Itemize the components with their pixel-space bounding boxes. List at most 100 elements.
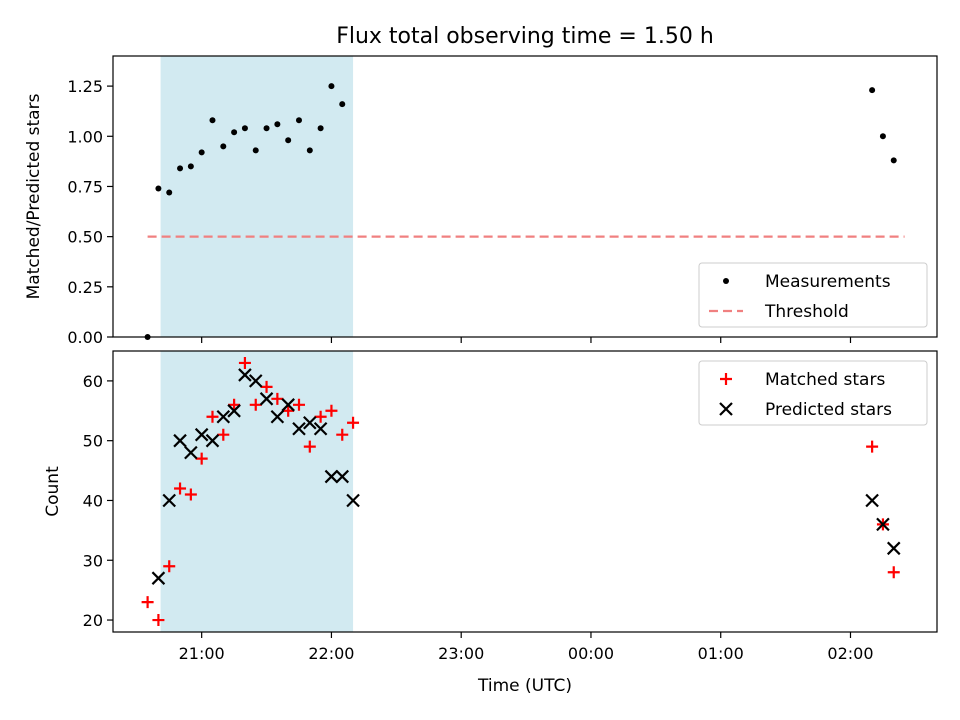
matched-star-point [260, 380, 273, 393]
predicted-star-point [205, 433, 220, 448]
matched-star-point [292, 398, 305, 411]
predicted-star-point [184, 445, 198, 460]
matched-star-point [282, 404, 295, 417]
panel-ratio: 0.00 0.25 0.50 0.75 1.00 1.25 Matched/Predicte… [24, 55, 938, 347]
measurement-point [869, 87, 876, 94]
measurement-point [155, 185, 162, 192]
predicted-star-point [324, 469, 339, 484]
legend-label: Matched stars [765, 370, 885, 390]
matched-star-point [314, 410, 327, 423]
y-tick-label: 0.00 [67, 328, 103, 347]
observing-window-span [160, 56, 354, 337]
predicted-star-point [259, 392, 274, 406]
panel-counts: 20 30 40 50 60 21:00 22:00 23:00 00:00 01:00 02:00… [43, 350, 938, 663]
y-axis-label: Count [43, 466, 63, 517]
measurement-point [274, 121, 281, 128]
y-tick-label: 40 [83, 491, 103, 510]
legend-matched-swatch [720, 373, 732, 385]
matched-star-point [174, 482, 187, 495]
predicted-star-point [216, 409, 231, 424]
predicted-star-point [886, 541, 901, 556]
predicted-star-point [335, 469, 350, 484]
predicted-star-point [346, 493, 360, 508]
measurement-point [879, 133, 886, 140]
matched-star-point [152, 614, 165, 627]
measurement-point [306, 147, 313, 154]
predicted-star-point [162, 493, 177, 508]
measurement-point [241, 125, 248, 132]
matched-star-point [866, 440, 879, 453]
y-tick-label: 50 [83, 432, 103, 451]
x-axis-label: Time (UTC) [477, 676, 572, 696]
predicted-star-point [227, 404, 241, 418]
x-tick-label: 23:00 [438, 644, 484, 663]
y-tick-label: 1.00 [67, 127, 103, 146]
measurement-point [252, 147, 259, 154]
x-tick-label: 02:00 [827, 644, 873, 663]
matched-star-point [195, 452, 208, 465]
y-axis-label: Matched/Predicted stars [24, 93, 44, 299]
predicted-star-point [270, 409, 285, 424]
predicted-star-point [173, 433, 187, 448]
matched-star-point [887, 566, 900, 579]
x-tick-label: 22:00 [308, 644, 354, 663]
predicted-star-point [303, 415, 317, 430]
observing-window-span [160, 351, 354, 632]
legend: Measurements Threshold [698, 262, 928, 328]
legend-label: Predicted stars [765, 400, 892, 420]
measurement-point [187, 163, 194, 170]
matched-star-point [325, 404, 338, 417]
matched-star-point [206, 410, 219, 423]
legend-predicted-swatch [719, 402, 733, 416]
plot-frame [112, 55, 938, 338]
legend-label: Measurements [765, 272, 891, 292]
measurement-point [890, 157, 897, 164]
measurement-point [295, 117, 302, 124]
predicted-star-point [865, 493, 879, 508]
matched-star-point [217, 428, 230, 441]
predicted-star-point [238, 368, 252, 382]
legend-measurement-swatch [723, 278, 729, 284]
plot-frame [112, 350, 938, 633]
predicted-star-point [313, 421, 328, 436]
measurement-point [328, 83, 335, 90]
matched-star-point [347, 416, 360, 429]
predicted-star-point [876, 517, 890, 532]
y-tick-label: 1.25 [67, 77, 103, 96]
y-tick-label: 30 [83, 551, 103, 570]
measurement-point [231, 129, 238, 136]
y-tick-label: 20 [83, 611, 103, 630]
matched-star-point [249, 398, 262, 411]
measurement-point [263, 125, 270, 132]
predicted-star-point [194, 427, 209, 442]
legend: Matched stars Predicted stars [698, 360, 928, 426]
predicted-star-point [292, 421, 306, 436]
matched-star-point [336, 428, 349, 441]
x-tick-label: 00:00 [568, 644, 614, 663]
matched-star-point [184, 488, 197, 501]
y-tick-label: 0.75 [67, 177, 103, 196]
measurement-point [220, 143, 227, 150]
matched-star-point [163, 560, 176, 573]
y-tick-label: 0.25 [67, 278, 103, 297]
legend-box [698, 360, 928, 426]
measurement-point [317, 125, 324, 132]
matched-star-point [238, 356, 251, 369]
x-tick-label: 01:00 [698, 644, 744, 663]
y-tick-label: 0.50 [67, 228, 103, 247]
predicted-star-point [281, 398, 295, 412]
predicted-star-point [248, 374, 263, 388]
measurement-point [166, 189, 173, 196]
legend-label: Threshold [764, 302, 849, 322]
matched-star-point [228, 398, 241, 411]
matched-star-point [303, 440, 316, 453]
y-tick-label: 60 [83, 372, 103, 391]
measurement-point [177, 165, 184, 172]
measurement-point [198, 149, 205, 156]
x-tick-label: 21:00 [179, 644, 225, 663]
matched-star-point [141, 596, 154, 609]
measurement-point [285, 137, 292, 144]
measurement-point [339, 101, 346, 108]
matched-star-point [271, 392, 284, 405]
